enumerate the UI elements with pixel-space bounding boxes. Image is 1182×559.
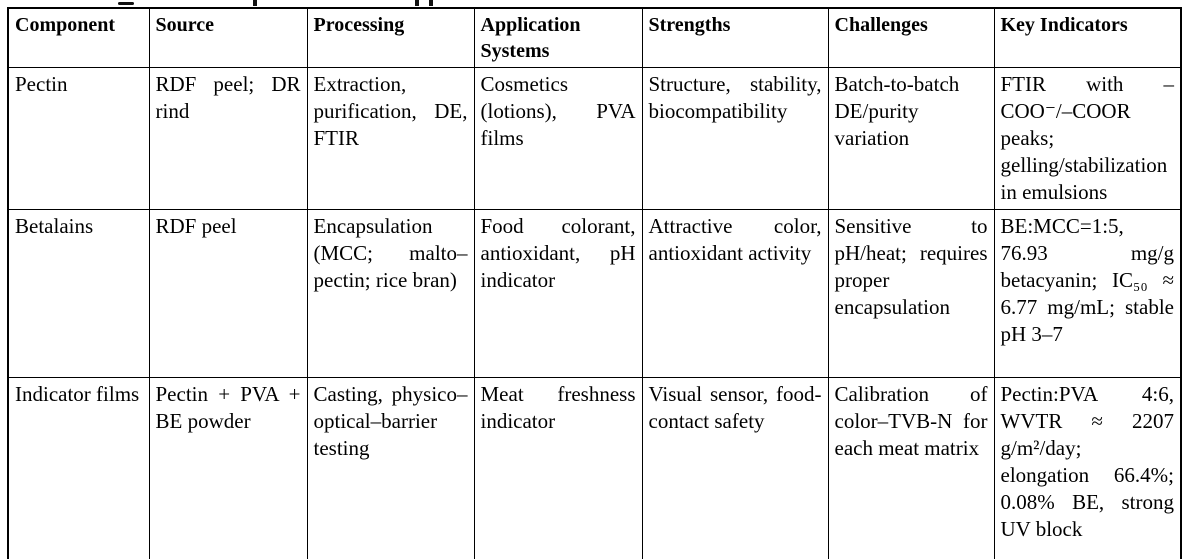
cell-strengths: Attractive color, antioxidant activity <box>641 209 829 378</box>
header-cell-challenges: Challenges <box>827 7 995 68</box>
cell-key-indicators: Pectin:PVA 4:6, WVTR ≈ 2207 g/m²/day; el… <box>993 377 1182 559</box>
caption-fragment <box>0 0 1182 7</box>
caption-glyph-fragment <box>415 0 419 6</box>
cell-application-systems: Meat freshness indicator <box>473 377 643 559</box>
cell-processing: Encapsulation (MCC; malto–pectin; rice b… <box>306 209 475 378</box>
header-cell-strengths: Strengths <box>641 7 829 68</box>
cell-strengths: Structure, stability, biocompatibility <box>641 67 829 210</box>
header-cell-source: Source <box>148 7 308 68</box>
cell-application-systems: Food colorant, antioxidant, pH indicator <box>473 209 643 378</box>
header-cell-key-indicators: Key Indicators <box>993 7 1182 68</box>
table-row-betalains: Betalains RDF peel Encapsulation (MCC; m… <box>7 209 1182 378</box>
cell-source: RDF peel; DR rind <box>148 67 308 210</box>
cell-source: RDF peel <box>148 209 308 378</box>
cell-component: Indicator films <box>7 377 150 559</box>
table-row-indicator-films: Indicator films Pectin + PVA + BE powder… <box>7 377 1182 559</box>
cell-component: Betalains <box>7 209 150 378</box>
components-summary-table: Component Source Processing Application … <box>7 7 1182 559</box>
cell-key-indicators: FTIR with –COO⁻/–COOR peaks; gelling/sta… <box>993 67 1182 210</box>
caption-glyph-fragment <box>429 0 433 6</box>
cell-key-indicators: BE:MCC=1:5, 76.93 mg/g betacyanin; IC₅₀ … <box>993 209 1182 378</box>
caption-glyph-fragment <box>253 0 257 6</box>
header-row: Component Source Processing Application … <box>7 7 1182 68</box>
header-cell-component: Component <box>7 7 150 68</box>
header-cell-application-systems: Application Systems <box>473 7 643 68</box>
cell-processing: Extraction, purification, DE, FTIR <box>306 67 475 210</box>
cell-processing: Casting, physico–optical–barrier testing <box>306 377 475 559</box>
cell-component: Pectin <box>7 67 150 210</box>
caption-glyph-fragment <box>118 2 134 5</box>
cell-challenges: Calibration of color–TVB-N for each meat… <box>827 377 995 559</box>
cell-source: Pectin + PVA + BE powder <box>148 377 308 559</box>
table-row-pectin: Pectin RDF peel; DR rind Extraction, pur… <box>7 67 1182 210</box>
cell-challenges: Batch-to-batch DE/purity variation <box>827 67 995 210</box>
cell-application-systems: Cosmetics (lotions), PVA films <box>473 67 643 210</box>
cell-challenges: Sensitive to pH/heat; requires proper en… <box>827 209 995 378</box>
header-cell-processing: Processing <box>306 7 475 68</box>
cell-strengths: Visual sensor, food-contact safety <box>641 377 829 559</box>
